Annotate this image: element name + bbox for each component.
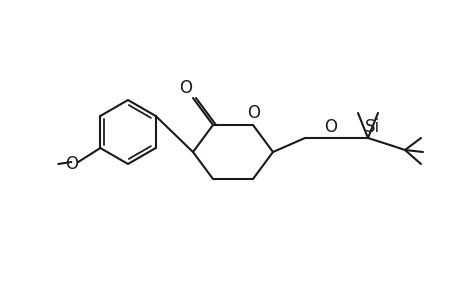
Text: O: O xyxy=(179,79,192,97)
Text: O: O xyxy=(324,118,337,136)
Text: O: O xyxy=(247,104,260,122)
Text: O: O xyxy=(65,155,78,173)
Text: Si: Si xyxy=(364,118,379,136)
